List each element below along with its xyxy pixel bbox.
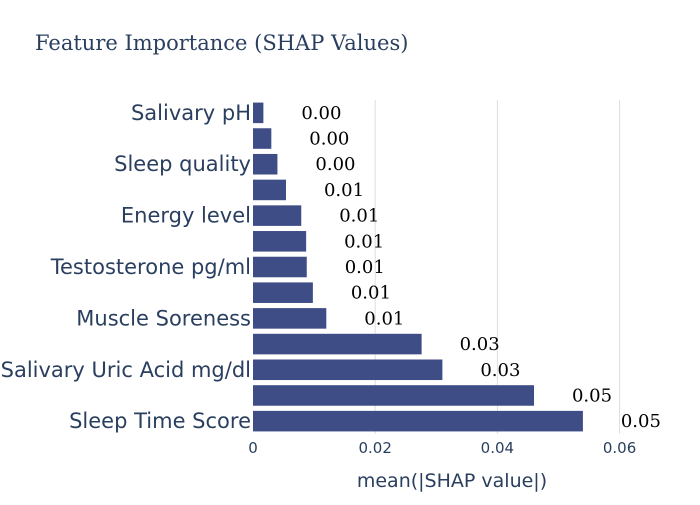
bar-value-label: 0.00 bbox=[309, 129, 349, 150]
x-axis-title: mean(|SHAP value|) bbox=[357, 470, 547, 492]
bar bbox=[253, 385, 535, 406]
bar bbox=[253, 205, 302, 226]
x-tick-layer: 0 0.02 0.04 0.06 bbox=[248, 439, 636, 457]
x-tick-label: 0 bbox=[248, 439, 258, 457]
bar bbox=[253, 359, 443, 381]
category-label-layer: Salivary pH Sleep quality Energy level Test… bbox=[1, 101, 251, 433]
chart-title: Feature Importance (SHAP Values) bbox=[35, 31, 408, 55]
bar-value-label: 0.01 bbox=[344, 231, 384, 252]
bar-value-label: 0.00 bbox=[315, 154, 355, 175]
x-tick-label: 0.02 bbox=[358, 439, 391, 457]
bar-value-label: 0.01 bbox=[324, 180, 364, 201]
y-category-label: Salivary pH bbox=[131, 101, 251, 125]
value-label-layer: 0.00 0.00 0.00 0.01 0.01 0.01 0.01 0.01 0.01 0.03… bbox=[301, 103, 661, 432]
bar-value-label: 0.05 bbox=[572, 385, 612, 406]
bar bbox=[253, 102, 264, 124]
bar bbox=[253, 231, 307, 252]
bar bbox=[253, 179, 286, 201]
bar bbox=[253, 256, 307, 278]
y-category-label: Sleep Time Score bbox=[69, 409, 251, 433]
x-tick-label: 0.04 bbox=[481, 439, 514, 457]
y-category-label: Energy level bbox=[121, 204, 251, 228]
bar bbox=[253, 282, 313, 303]
y-category-label: Sleep quality bbox=[114, 152, 251, 176]
bar-value-label: 0.01 bbox=[339, 206, 379, 227]
bar-value-label: 0.01 bbox=[364, 308, 404, 329]
bar-layer bbox=[253, 102, 583, 432]
bar-value-label: 0.01 bbox=[351, 283, 391, 304]
bar-value-label: 0.05 bbox=[621, 411, 661, 432]
bar bbox=[253, 333, 422, 355]
bar-value-label: 0.00 bbox=[301, 103, 341, 124]
bar bbox=[253, 128, 272, 149]
y-category-label: Muscle Soreness bbox=[76, 306, 251, 330]
x-tick-label: 0.06 bbox=[603, 439, 636, 457]
bar bbox=[253, 153, 278, 175]
y-category-label: Salivary Uric Acid mg/dl bbox=[1, 358, 251, 382]
bar-value-label: 0.03 bbox=[460, 334, 500, 355]
bar-value-label: 0.01 bbox=[345, 257, 385, 278]
grid-layer bbox=[374, 100, 621, 434]
y-category-label: Testosterone pg/ml bbox=[50, 255, 251, 279]
bar bbox=[253, 308, 327, 329]
bar-value-label: 0.03 bbox=[480, 360, 520, 381]
bar bbox=[253, 410, 583, 432]
